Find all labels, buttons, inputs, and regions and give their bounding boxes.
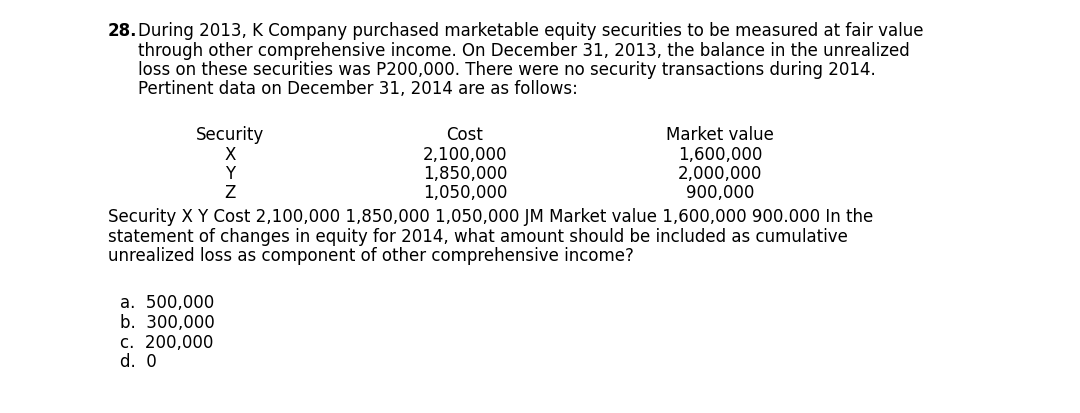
Text: 900,000: 900,000 — [686, 185, 754, 202]
Text: 1,050,000: 1,050,000 — [422, 185, 508, 202]
Text: loss on these securities was P200,000. There were no security transactions durin: loss on these securities was P200,000. T… — [138, 61, 876, 79]
Text: Security: Security — [195, 126, 265, 144]
Text: 28.: 28. — [108, 22, 137, 40]
Text: Cost: Cost — [446, 126, 484, 144]
Text: 2,100,000: 2,100,000 — [422, 145, 508, 164]
Text: Pertinent data on December 31, 2014 are as follows:: Pertinent data on December 31, 2014 are … — [138, 81, 578, 98]
Text: 1,850,000: 1,850,000 — [422, 165, 508, 183]
Text: d.  0: d. 0 — [120, 353, 157, 371]
Text: statement of changes in equity for 2014, what amount should be included as cumul: statement of changes in equity for 2014,… — [108, 228, 848, 245]
Text: through other comprehensive income. On December 31, 2013, the balance in the unr: through other comprehensive income. On D… — [138, 41, 909, 59]
Text: Market value: Market value — [666, 126, 774, 144]
Text: X: X — [225, 145, 235, 164]
Text: Y: Y — [225, 165, 235, 183]
Text: a.  500,000: a. 500,000 — [120, 294, 214, 313]
Text: Z: Z — [225, 185, 235, 202]
Text: 2,000,000: 2,000,000 — [678, 165, 762, 183]
Text: c.  200,000: c. 200,000 — [120, 334, 214, 351]
Text: unrealized loss as component of other comprehensive income?: unrealized loss as component of other co… — [108, 247, 634, 265]
Text: During 2013, K Company purchased marketable equity securities to be measured at : During 2013, K Company purchased marketa… — [138, 22, 923, 40]
Text: 1,600,000: 1,600,000 — [678, 145, 762, 164]
Text: b.  300,000: b. 300,000 — [120, 314, 215, 332]
Text: Security X Y Cost 2,100,000 1,850,000 1,050,000 JM Market value 1,600,000 900.00: Security X Y Cost 2,100,000 1,850,000 1,… — [108, 208, 874, 226]
